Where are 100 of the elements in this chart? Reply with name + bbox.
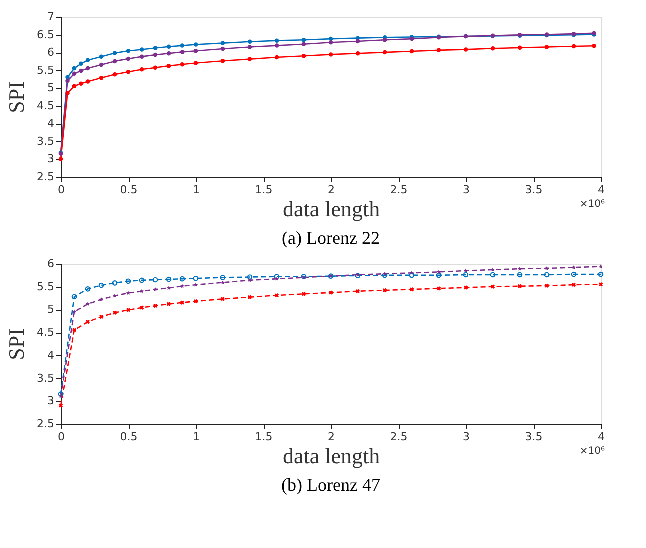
point [382, 50, 388, 55]
point [220, 275, 226, 280]
point [180, 284, 185, 288]
point [79, 68, 84, 74]
point [194, 299, 198, 304]
point [572, 282, 576, 288]
point [220, 58, 226, 64]
y-tick-label: 5 [48, 82, 54, 95]
point [140, 68, 144, 72]
x-tick-label: 3 [463, 184, 470, 196]
point [86, 58, 90, 62]
point [302, 42, 306, 46]
point [571, 272, 577, 278]
point [274, 274, 280, 280]
point [220, 297, 226, 302]
point [140, 289, 144, 294]
point [220, 280, 226, 284]
point [490, 284, 496, 289]
point [436, 48, 442, 53]
point [382, 38, 388, 42]
point [248, 40, 252, 44]
point [112, 72, 118, 77]
x-tick-label: 0 [58, 184, 65, 196]
text: ×10⁶ [580, 446, 605, 457]
y-tick-label: 4 [48, 348, 54, 362]
text: (a) Lorenz 22 [282, 228, 380, 248]
point [86, 320, 90, 324]
point [140, 54, 144, 59]
x-tick-label: 1 [193, 184, 200, 196]
point [126, 308, 131, 312]
point [598, 264, 604, 268]
x-tick-label: 3.5 [525, 430, 543, 444]
point [463, 272, 469, 278]
point [86, 80, 90, 84]
point [544, 45, 550, 50]
point [436, 286, 442, 291]
y-tick-label: 5.5 [37, 280, 54, 294]
point [180, 300, 185, 305]
point [112, 310, 118, 316]
point [79, 82, 84, 86]
point [598, 272, 604, 278]
point [248, 295, 252, 300]
point [247, 274, 253, 280]
point [166, 52, 172, 56]
x-tick-label: 2 [328, 430, 335, 444]
point [72, 66, 77, 71]
point [86, 66, 90, 71]
y-tick-label: 2.5 [37, 170, 54, 184]
point [194, 49, 198, 54]
y-tick-label: 3.5 [37, 134, 54, 148]
y-tick-label: 7 [48, 10, 54, 24]
point [86, 302, 90, 306]
x-tick-label: 1 [193, 430, 200, 444]
y-tick-label: 3 [48, 152, 54, 166]
point [356, 289, 360, 294]
point [152, 277, 158, 283]
point [274, 293, 280, 298]
point [180, 44, 185, 48]
y-tick-label: 6 [48, 46, 54, 60]
x-tick-label: 1.5 [255, 430, 273, 444]
point [112, 280, 118, 286]
point [180, 50, 185, 54]
point [248, 278, 252, 282]
point [248, 45, 252, 50]
point [544, 284, 550, 288]
point [153, 46, 158, 50]
x-tick-label: 3 [463, 430, 470, 444]
y-tick-label: 4 [48, 117, 54, 130]
y-tick-label: 5.5 [37, 64, 54, 77]
text: (b) Lorenz 47 [282, 475, 380, 495]
point [72, 84, 77, 88]
point [517, 272, 523, 278]
point [544, 272, 550, 278]
point [153, 66, 158, 70]
point [166, 44, 172, 49]
x-tick-label: 1.5 [255, 184, 273, 196]
point [410, 288, 414, 292]
point [490, 46, 496, 51]
point [153, 304, 158, 308]
point [72, 72, 77, 76]
x-tick-label: 3.5 [525, 184, 543, 196]
point [220, 46, 226, 52]
point [194, 61, 198, 66]
x-axis-title: data length [282, 196, 380, 222]
point [112, 51, 118, 56]
x-tick-label: 0.5 [120, 430, 138, 444]
point [518, 46, 522, 50]
point [464, 48, 468, 52]
point [490, 272, 496, 278]
point [410, 49, 414, 54]
point [58, 392, 64, 397]
point [436, 272, 442, 278]
point [99, 76, 104, 80]
y-tick-label: 3 [48, 394, 54, 408]
x-tick-label: 2.5 [390, 430, 408, 444]
point [126, 49, 131, 54]
point [180, 276, 186, 282]
y-axis-title: SPI [4, 82, 30, 114]
point [99, 314, 104, 320]
point [518, 284, 522, 288]
